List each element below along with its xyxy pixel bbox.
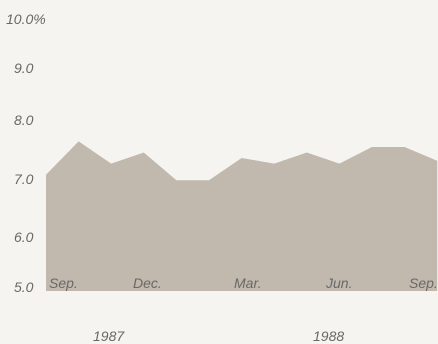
y-tick-label: 6.0 (14, 229, 34, 245)
y-tick-label: 8.0 (14, 112, 34, 128)
x-tick-label: Sep. (409, 275, 438, 291)
year-label: 1988 (313, 328, 344, 344)
area-series (46, 141, 438, 291)
y-tick-label: 9.0 (14, 60, 34, 76)
x-tick-label: Sep. (49, 275, 78, 291)
y-tick-label: 7.0 (14, 171, 34, 187)
x-tick-label: Dec. (133, 275, 162, 291)
x-tick-label: Jun. (325, 275, 352, 291)
y-tick-label: 10.0% (6, 11, 46, 27)
y-tick-label: 5.0 (14, 279, 34, 295)
year-label: 1987 (93, 328, 125, 344)
x-tick-label: Mar. (234, 275, 261, 291)
